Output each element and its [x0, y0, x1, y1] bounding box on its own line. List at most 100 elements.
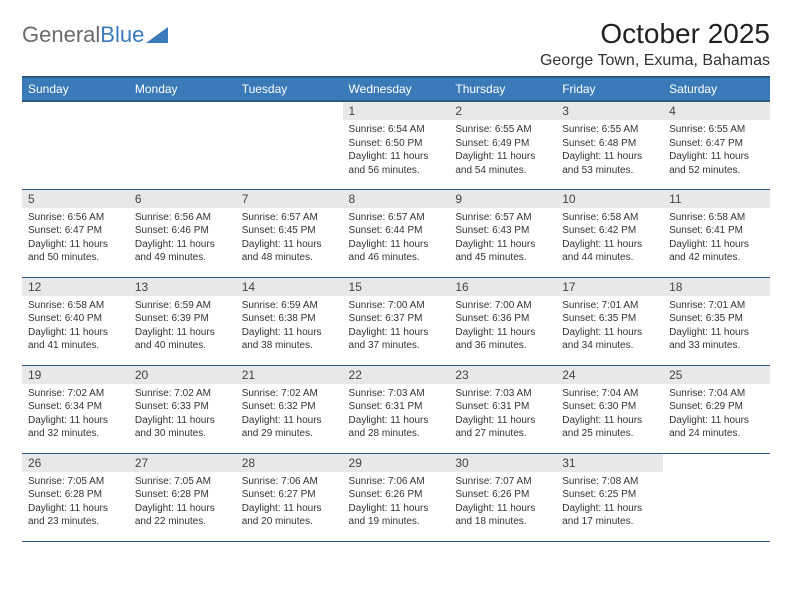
day-number: 5: [22, 190, 129, 208]
calendar-cell: 15Sunrise: 7:00 AMSunset: 6:37 PMDayligh…: [343, 277, 450, 365]
day-number: 22: [343, 366, 450, 384]
day-number: 24: [556, 366, 663, 384]
day-details: Sunrise: 6:59 AMSunset: 6:38 PMDaylight:…: [236, 296, 343, 355]
day-details: Sunrise: 6:55 AMSunset: 6:47 PMDaylight:…: [663, 120, 770, 179]
calendar-cell: 29Sunrise: 7:06 AMSunset: 6:26 PMDayligh…: [343, 453, 450, 541]
calendar-row: 26Sunrise: 7:05 AMSunset: 6:28 PMDayligh…: [22, 453, 770, 541]
calendar-cell: 27Sunrise: 7:05 AMSunset: 6:28 PMDayligh…: [129, 453, 236, 541]
month-title: October 2025: [540, 18, 770, 50]
calendar-cell: 28Sunrise: 7:06 AMSunset: 6:27 PMDayligh…: [236, 453, 343, 541]
calendar-cell: .: [22, 101, 129, 189]
day-number: 8: [343, 190, 450, 208]
day-number: 25: [663, 366, 770, 384]
calendar-cell: .: [236, 101, 343, 189]
calendar-cell: 14Sunrise: 6:59 AMSunset: 6:38 PMDayligh…: [236, 277, 343, 365]
calendar-cell: 12Sunrise: 6:58 AMSunset: 6:40 PMDayligh…: [22, 277, 129, 365]
calendar-cell: 17Sunrise: 7:01 AMSunset: 6:35 PMDayligh…: [556, 277, 663, 365]
day-number: 2: [449, 102, 556, 120]
calendar-cell: 1Sunrise: 6:54 AMSunset: 6:50 PMDaylight…: [343, 101, 450, 189]
calendar-row: 5Sunrise: 6:56 AMSunset: 6:47 PMDaylight…: [22, 189, 770, 277]
header: GeneralBlue October 2025 George Town, Ex…: [22, 18, 770, 70]
day-number: 7: [236, 190, 343, 208]
weekday-header: Tuesday: [236, 77, 343, 101]
day-number: 17: [556, 278, 663, 296]
day-details: Sunrise: 7:05 AMSunset: 6:28 PMDaylight:…: [22, 472, 129, 531]
day-number: 19: [22, 366, 129, 384]
weekday-header-row: Sunday Monday Tuesday Wednesday Thursday…: [22, 77, 770, 101]
day-number: 16: [449, 278, 556, 296]
day-details: Sunrise: 6:57 AMSunset: 6:43 PMDaylight:…: [449, 208, 556, 267]
calendar-cell: .: [129, 101, 236, 189]
day-details: Sunrise: 7:08 AMSunset: 6:25 PMDaylight:…: [556, 472, 663, 531]
logo-triangle-icon: [146, 27, 168, 43]
day-details: Sunrise: 7:00 AMSunset: 6:37 PMDaylight:…: [343, 296, 450, 355]
calendar-cell: 6Sunrise: 6:56 AMSunset: 6:46 PMDaylight…: [129, 189, 236, 277]
day-details: Sunrise: 6:58 AMSunset: 6:41 PMDaylight:…: [663, 208, 770, 267]
day-number: 11: [663, 190, 770, 208]
day-details: Sunrise: 6:55 AMSunset: 6:48 PMDaylight:…: [556, 120, 663, 179]
day-details: Sunrise: 6:58 AMSunset: 6:42 PMDaylight:…: [556, 208, 663, 267]
day-details: Sunrise: 7:04 AMSunset: 6:30 PMDaylight:…: [556, 384, 663, 443]
day-number: 30: [449, 454, 556, 472]
day-details: Sunrise: 6:57 AMSunset: 6:45 PMDaylight:…: [236, 208, 343, 267]
day-details: Sunrise: 7:07 AMSunset: 6:26 PMDaylight:…: [449, 472, 556, 531]
day-number: 12: [22, 278, 129, 296]
day-number: 13: [129, 278, 236, 296]
calendar-cell: 5Sunrise: 6:56 AMSunset: 6:47 PMDaylight…: [22, 189, 129, 277]
day-number: 26: [22, 454, 129, 472]
calendar-cell: 8Sunrise: 6:57 AMSunset: 6:44 PMDaylight…: [343, 189, 450, 277]
weekday-header: Monday: [129, 77, 236, 101]
calendar-cell: 22Sunrise: 7:03 AMSunset: 6:31 PMDayligh…: [343, 365, 450, 453]
day-details: Sunrise: 7:00 AMSunset: 6:36 PMDaylight:…: [449, 296, 556, 355]
logo-text-1: General: [22, 22, 100, 48]
day-number: 3: [556, 102, 663, 120]
day-number: 27: [129, 454, 236, 472]
day-number: 10: [556, 190, 663, 208]
calendar-cell: 3Sunrise: 6:55 AMSunset: 6:48 PMDaylight…: [556, 101, 663, 189]
day-details: Sunrise: 7:03 AMSunset: 6:31 PMDaylight:…: [343, 384, 450, 443]
calendar-row: 12Sunrise: 6:58 AMSunset: 6:40 PMDayligh…: [22, 277, 770, 365]
day-details: Sunrise: 6:54 AMSunset: 6:50 PMDaylight:…: [343, 120, 450, 179]
day-details: Sunrise: 7:06 AMSunset: 6:26 PMDaylight:…: [343, 472, 450, 531]
weekday-header: Wednesday: [343, 77, 450, 101]
day-number: 15: [343, 278, 450, 296]
day-details: Sunrise: 6:58 AMSunset: 6:40 PMDaylight:…: [22, 296, 129, 355]
day-details: Sunrise: 7:03 AMSunset: 6:31 PMDaylight:…: [449, 384, 556, 443]
location: George Town, Exuma, Bahamas: [540, 52, 770, 70]
calendar-cell: 18Sunrise: 7:01 AMSunset: 6:35 PMDayligh…: [663, 277, 770, 365]
title-block: October 2025 George Town, Exuma, Bahamas: [540, 18, 770, 70]
day-details: Sunrise: 6:57 AMSunset: 6:44 PMDaylight:…: [343, 208, 450, 267]
calendar-cell: 9Sunrise: 6:57 AMSunset: 6:43 PMDaylight…: [449, 189, 556, 277]
calendar-cell: 2Sunrise: 6:55 AMSunset: 6:49 PMDaylight…: [449, 101, 556, 189]
day-number: 1: [343, 102, 450, 120]
day-number: 4: [663, 102, 770, 120]
day-details: Sunrise: 7:02 AMSunset: 6:32 PMDaylight:…: [236, 384, 343, 443]
calendar-cell: 30Sunrise: 7:07 AMSunset: 6:26 PMDayligh…: [449, 453, 556, 541]
calendar-cell: 20Sunrise: 7:02 AMSunset: 6:33 PMDayligh…: [129, 365, 236, 453]
calendar-table: Sunday Monday Tuesday Wednesday Thursday…: [22, 76, 770, 542]
logo-text-2: Blue: [100, 22, 144, 48]
weekday-header: Saturday: [663, 77, 770, 101]
day-details: Sunrise: 6:56 AMSunset: 6:47 PMDaylight:…: [22, 208, 129, 267]
calendar-cell: 25Sunrise: 7:04 AMSunset: 6:29 PMDayligh…: [663, 365, 770, 453]
day-number: 14: [236, 278, 343, 296]
day-details: Sunrise: 6:59 AMSunset: 6:39 PMDaylight:…: [129, 296, 236, 355]
day-number: 28: [236, 454, 343, 472]
calendar-cell: 4Sunrise: 6:55 AMSunset: 6:47 PMDaylight…: [663, 101, 770, 189]
day-number: 18: [663, 278, 770, 296]
calendar-cell: .: [663, 453, 770, 541]
day-details: Sunrise: 7:02 AMSunset: 6:34 PMDaylight:…: [22, 384, 129, 443]
calendar-row: ...1Sunrise: 6:54 AMSunset: 6:50 PMDayli…: [22, 101, 770, 189]
calendar-cell: 19Sunrise: 7:02 AMSunset: 6:34 PMDayligh…: [22, 365, 129, 453]
day-details: Sunrise: 7:06 AMSunset: 6:27 PMDaylight:…: [236, 472, 343, 531]
calendar-cell: 11Sunrise: 6:58 AMSunset: 6:41 PMDayligh…: [663, 189, 770, 277]
day-details: Sunrise: 7:02 AMSunset: 6:33 PMDaylight:…: [129, 384, 236, 443]
day-details: Sunrise: 7:01 AMSunset: 6:35 PMDaylight:…: [556, 296, 663, 355]
weekday-header: Thursday: [449, 77, 556, 101]
calendar-cell: 31Sunrise: 7:08 AMSunset: 6:25 PMDayligh…: [556, 453, 663, 541]
day-number: 20: [129, 366, 236, 384]
calendar-cell: 10Sunrise: 6:58 AMSunset: 6:42 PMDayligh…: [556, 189, 663, 277]
calendar-cell: 23Sunrise: 7:03 AMSunset: 6:31 PMDayligh…: [449, 365, 556, 453]
day-details: Sunrise: 6:56 AMSunset: 6:46 PMDaylight:…: [129, 208, 236, 267]
calendar-cell: 7Sunrise: 6:57 AMSunset: 6:45 PMDaylight…: [236, 189, 343, 277]
